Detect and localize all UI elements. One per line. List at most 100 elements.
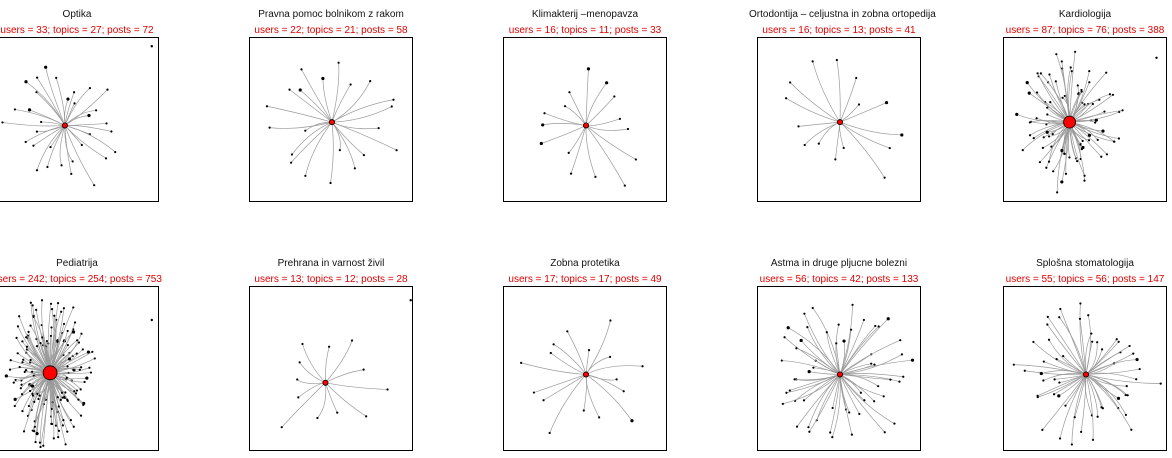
graph-edge: [521, 362, 587, 375]
graph-node: [1100, 155, 1103, 158]
graph-node: [1091, 102, 1094, 106]
graph-edge: [585, 125, 637, 160]
graph-node: [50, 326, 53, 329]
graph-edge: [269, 121, 333, 129]
graph-node: [829, 431, 832, 434]
graph-edge: [1037, 374, 1087, 397]
graph-edge: [550, 352, 587, 375]
graph-node: [1023, 369, 1026, 372]
graph-edge: [585, 374, 617, 381]
graph-node: [38, 394, 41, 397]
graph-node: [884, 100, 889, 105]
graph-edge: [1071, 374, 1087, 445]
graph-node: [16, 352, 19, 355]
graph-node: [882, 395, 885, 398]
graph-node: [1138, 367, 1141, 371]
graph-edge: [585, 82, 607, 126]
graph-node: [66, 343, 69, 347]
graph-node: [1059, 307, 1062, 311]
graph-node: [22, 358, 25, 361]
graph-node: [29, 324, 32, 327]
graph-edge: [64, 125, 73, 162]
graph-edge: [839, 121, 902, 136]
graph-edge: [794, 374, 841, 381]
graph-node: [1052, 170, 1055, 173]
panel-pediatrija: Pediatrija users = 242; topics = 254; po…: [0, 258, 227, 458]
graph-node: [110, 130, 113, 133]
network-graph: [780, 303, 915, 439]
hub-node: [837, 371, 844, 378]
graph-node: [362, 153, 366, 157]
graph-node: [785, 391, 788, 394]
panel-klimakterij: Klimakterij –menopavza users = 16; topic…: [495, 9, 735, 209]
graph-node: [34, 440, 37, 444]
graph-node: [1070, 70, 1073, 73]
graph-edge: [290, 121, 333, 163]
graph-node: [77, 398, 80, 401]
graph-node: [1124, 393, 1127, 397]
graph-node: [1045, 123, 1048, 126]
graph-edge: [585, 374, 600, 418]
graph-node: [1027, 91, 1031, 95]
graph-edge: [64, 123, 107, 126]
graph-node: [24, 80, 28, 84]
graph-node: [27, 330, 30, 333]
graph-edge: [1085, 374, 1132, 430]
graph-node: [1111, 93, 1115, 96]
graph-edge: [64, 125, 95, 186]
panel-astma: Astma in druge pljucne bolezni users = 5…: [749, 258, 989, 458]
graph-node: [1083, 174, 1086, 177]
graph-node: [37, 397, 40, 401]
graph-node: [874, 324, 877, 328]
graph-node: [807, 426, 810, 429]
graph-node: [106, 88, 109, 91]
graph-node: [567, 151, 570, 154]
graph-node: [1126, 394, 1129, 397]
graph-node: [806, 326, 809, 329]
graph-edge: [1060, 308, 1087, 375]
graph-node: [1032, 340, 1035, 344]
network-graph: [785, 58, 904, 179]
graph-edge: [291, 121, 333, 155]
graph-node: [57, 429, 61, 432]
graph-node: [64, 391, 67, 394]
graph-node: [19, 387, 22, 390]
graph-edge: [839, 122, 845, 149]
graph-node: [82, 403, 85, 407]
graph-node: [870, 362, 873, 365]
graph-edge: [585, 118, 621, 127]
graph-node: [392, 98, 395, 101]
graph-node: [1069, 66, 1072, 69]
graph-node: [15, 336, 18, 339]
graph-edge: [64, 125, 116, 153]
graph-node: [618, 117, 622, 120]
graph-node: [1, 121, 4, 124]
graph-edge: [331, 84, 351, 123]
graph-node: [1064, 404, 1067, 407]
graph-node: [56, 301, 60, 305]
graph-node: [795, 425, 799, 428]
graph-node: [780, 359, 783, 362]
graph-edge: [839, 339, 901, 375]
graph-node: [1096, 138, 1099, 142]
graph-node: [66, 97, 70, 101]
graph-node: [1118, 110, 1121, 114]
graph-node: [35, 345, 39, 348]
hub-node: [1063, 115, 1076, 129]
graph-edge: [831, 374, 841, 438]
graph-node: [831, 436, 834, 439]
panel-title: Pediatrija: [56, 258, 98, 269]
graph-node: [64, 443, 67, 446]
graph-node: [569, 172, 573, 175]
graph-node: [280, 426, 283, 429]
graph-node: [79, 414, 83, 417]
graph-edge: [302, 343, 326, 383]
graph-node: [825, 331, 828, 334]
graph-node: [1094, 121, 1097, 124]
graph-node: [1079, 143, 1082, 146]
graph-node: [1087, 314, 1090, 317]
graph-node: [53, 314, 56, 317]
graph-edge: [585, 96, 615, 126]
panel-stats: users = 13; topics = 12; posts = 28: [254, 274, 408, 285]
graph-node: [1083, 179, 1086, 182]
